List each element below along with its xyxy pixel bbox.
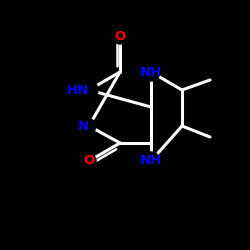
Circle shape (142, 152, 160, 170)
Circle shape (80, 81, 98, 99)
Text: N: N (78, 120, 89, 132)
Circle shape (82, 154, 96, 168)
Text: O: O (114, 30, 126, 44)
Circle shape (113, 30, 127, 44)
Circle shape (82, 119, 96, 133)
Text: NH: NH (140, 154, 162, 168)
Text: NH: NH (140, 66, 162, 78)
Circle shape (142, 63, 160, 81)
Text: O: O (84, 154, 94, 168)
Text: HN: HN (67, 84, 89, 96)
